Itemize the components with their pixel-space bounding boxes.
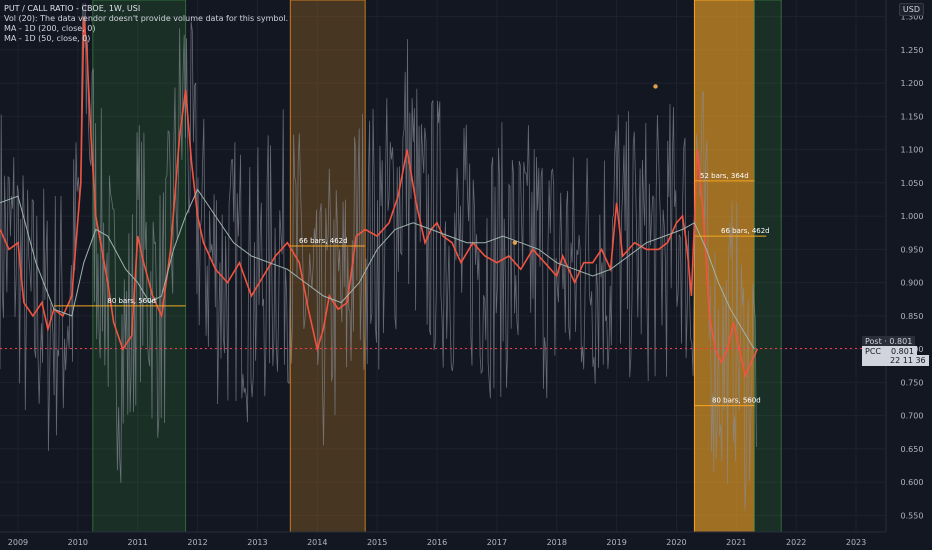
zone-green (753, 0, 782, 533)
x-tick-label: 2009 (8, 538, 28, 547)
y-tick-label: 1.250 (901, 46, 924, 55)
measure-label: 52 bars, 364d (700, 172, 749, 180)
pcc-price-tag: PCC 0.801 (862, 346, 917, 357)
x-axis-panel (0, 532, 932, 550)
marker-dot (512, 240, 518, 245)
y-tick-label: 0.750 (901, 378, 924, 387)
y-tick-label: 1.200 (901, 79, 924, 88)
y-tick-label: 1.300 (901, 13, 924, 22)
x-tick-label: 2014 (307, 538, 327, 547)
x-tick-label: 2018 (547, 538, 567, 547)
measure-label: 80 bars, 560d (107, 297, 156, 305)
post-label: Post (865, 337, 882, 346)
x-tick-label: 2021 (726, 538, 746, 547)
currency-badge[interactable]: USD (898, 3, 924, 16)
y-axis-panel (886, 0, 932, 550)
x-tick-label: 2017 (487, 538, 507, 547)
x-tick-label: 2019 (606, 538, 626, 547)
x-tick-label: 2020 (666, 538, 686, 547)
y-tick-label: 0.700 (901, 412, 924, 421)
y-tick-label: 1.000 (901, 212, 924, 221)
y-tick-label: 0.550 (901, 511, 924, 520)
pcc-label: PCC (865, 347, 881, 356)
x-tick-label: 2012 (187, 538, 207, 547)
x-tick-label: 2022 (786, 538, 806, 547)
y-tick-label: 1.100 (901, 146, 924, 155)
x-tick-label: 2015 (367, 538, 387, 547)
measure-label: 66 bars, 462d (299, 237, 348, 245)
measure-label: 66 bars, 462d (721, 227, 770, 235)
y-tick-label: 1.050 (901, 179, 924, 188)
series-line-1 (0, 188, 755, 350)
measure-label: 80 bars, 560d (712, 397, 761, 405)
x-tick-label: 2011 (128, 538, 148, 547)
x-tick-label: 2016 (427, 538, 447, 547)
moving-average-series (0, 16, 886, 379)
x-tick-label: 2023 (846, 538, 866, 547)
y-tick-label: 0.600 (901, 478, 924, 487)
raw-price-line (0, 3, 757, 511)
raw-price-series (0, 3, 757, 511)
post-price-tag: Post · 0.801 (862, 336, 916, 347)
zone-green (92, 0, 187, 533)
zone-gold (693, 0, 755, 533)
x-tick-label: 2013 (247, 538, 267, 547)
x-tick-label: 2010 (68, 538, 88, 547)
pcc-value: 0.801 (891, 347, 914, 356)
marker-dot (653, 84, 658, 89)
y-tick-label: 1.150 (901, 112, 924, 121)
series-line-0 (0, 16, 759, 379)
y-tick-label: 0.850 (901, 312, 924, 321)
post-value: 0.801 (889, 337, 913, 346)
bar-countdown: 22 11 36 (862, 355, 929, 366)
y-tick-label: 0.900 (901, 279, 924, 288)
y-tick-label: 0.950 (901, 245, 924, 254)
y-tick-label: 0.650 (901, 445, 924, 454)
range-measures: 80 bars, 560d 66 bars, 462d 52 bars, 364d 6… (53, 172, 770, 407)
